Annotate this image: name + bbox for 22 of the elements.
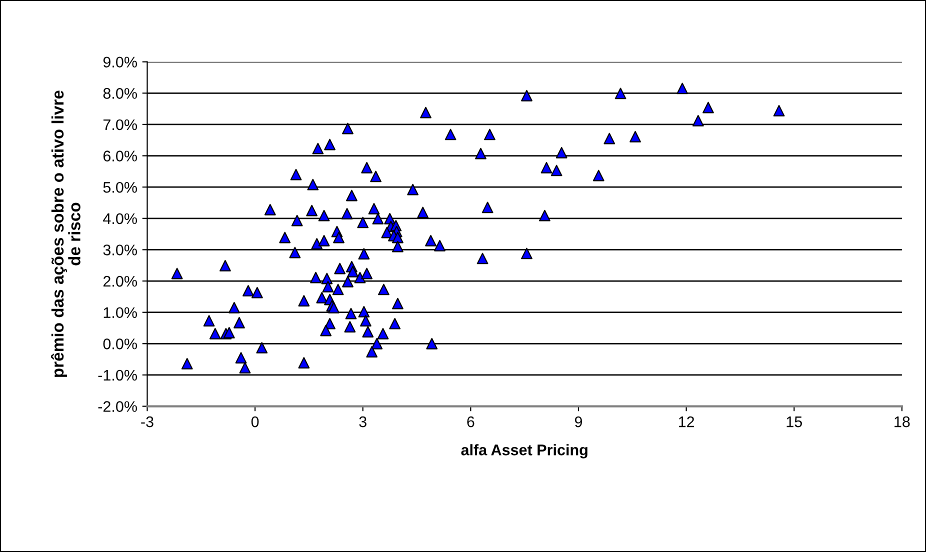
x-tick-label: 12	[678, 416, 694, 428]
y-tick-label: 7.0%	[103, 119, 137, 130]
y-tick-label: 9.0%	[103, 56, 137, 68]
y-tick-label: 4.0%	[103, 213, 137, 224]
y-tick-label: 1.0%	[104, 307, 137, 318]
y-tick-label: 3.0%	[103, 244, 137, 256]
x-axis-title: alfa Asset Pricing	[461, 444, 588, 458]
y-tick-label: 8.0%	[103, 88, 137, 99]
y-axis-title: prêmio das ações sobre o ativo livre de risco	[51, 90, 80, 377]
x-tick-label: 15	[786, 416, 802, 428]
y-tick-label: 0.0%	[103, 338, 137, 350]
x-tick-label: 6	[467, 416, 474, 428]
y-tick-label: -1.0%	[98, 370, 137, 381]
x-tick-label: 18	[894, 416, 910, 428]
x-tick-label: 9	[574, 416, 582, 428]
x-tick-label: 0	[251, 416, 259, 428]
x-tick-label: 3	[359, 416, 366, 428]
x-tick-label: -3	[141, 416, 154, 428]
y-tick-label: -2.0%	[98, 401, 137, 412]
y-tick-label: 5.0%	[103, 182, 137, 193]
y-tick-label: 2.0%	[103, 276, 137, 287]
y-tick-label: 6.0%	[103, 150, 137, 162]
